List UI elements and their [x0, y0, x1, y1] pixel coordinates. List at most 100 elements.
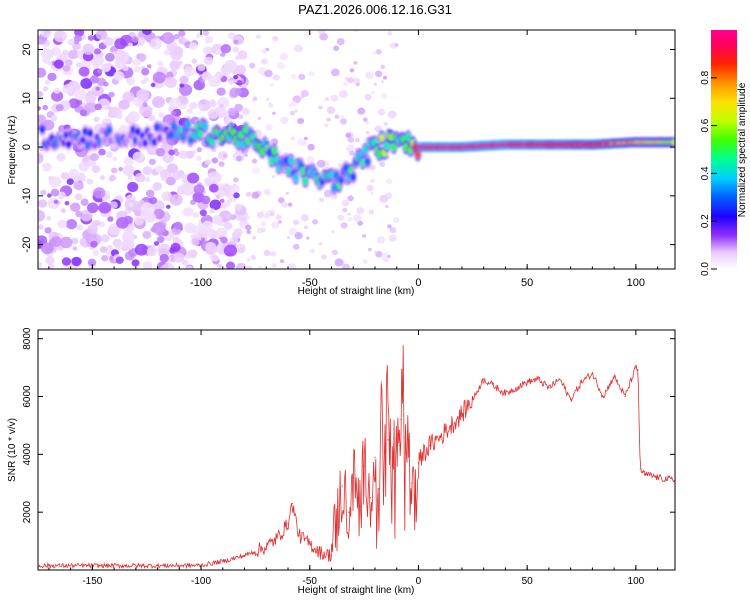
noise-blob	[62, 84, 74, 94]
noise-blob	[210, 254, 218, 262]
noise-blob	[272, 74, 280, 81]
noise-blob	[233, 39, 239, 45]
ridge-cell	[293, 173, 299, 182]
noise-blob	[123, 156, 134, 166]
noise-blob	[203, 46, 213, 55]
snr-point	[370, 497, 372, 499]
noise-blob	[82, 43, 95, 55]
noise-blob	[47, 263, 55, 269]
noise-blob	[339, 115, 344, 119]
noise-blob	[341, 199, 350, 207]
noise-blob	[205, 244, 217, 255]
noise-blob	[266, 97, 270, 101]
noise-blob	[141, 202, 154, 215]
noise-blob	[301, 214, 309, 222]
noise-blob	[92, 249, 100, 256]
noise-blob	[246, 258, 251, 262]
noise-blob	[166, 204, 171, 209]
noise-blob	[331, 230, 335, 234]
noise-blob	[306, 155, 315, 164]
snr-point	[417, 462, 420, 464]
noise-blob	[74, 34, 82, 43]
noise-blob	[276, 61, 285, 70]
noise-blob	[269, 212, 275, 217]
noise-blob	[107, 106, 112, 111]
noise-blob	[394, 43, 399, 47]
noise-blob	[356, 207, 365, 215]
noise-blob	[133, 58, 141, 66]
noise-blob	[42, 86, 49, 92]
noise-blob	[264, 69, 273, 78]
noise-blob	[387, 255, 391, 258]
noise-blob	[87, 161, 93, 166]
noise-blob	[218, 161, 225, 167]
noise-blob	[374, 70, 383, 78]
colorbar-label: Normalized spectral amplitude	[737, 82, 748, 217]
noise-blob	[389, 227, 397, 234]
snr-point	[396, 433, 398, 435]
ridge-cell	[364, 157, 371, 166]
noise-blob	[91, 165, 101, 174]
snr-point	[548, 387, 550, 389]
noise-blob	[182, 207, 194, 217]
noise-blob	[107, 216, 114, 222]
noise-blob	[181, 182, 192, 191]
noise-blob	[252, 235, 257, 240]
noise-blob	[215, 49, 223, 55]
noise-blob	[109, 174, 117, 182]
noise-blob	[357, 107, 366, 115]
noise-blob	[38, 67, 47, 78]
snr-point	[428, 445, 430, 447]
noise-blob	[84, 92, 97, 104]
noise-blob	[93, 187, 106, 199]
noise-blob	[257, 227, 264, 234]
noise-blob	[47, 193, 52, 198]
noise-blob	[76, 224, 84, 231]
snr-point	[635, 367, 637, 369]
noise-blob	[270, 83, 274, 87]
noise-blob	[178, 30, 186, 37]
noise-blob	[353, 30, 359, 33]
noise-blob	[296, 138, 306, 146]
noise-blob	[326, 106, 336, 114]
snr-point	[243, 554, 246, 557]
noise-blob	[368, 209, 375, 215]
noise-blob	[193, 184, 205, 195]
snr-series-line	[38, 344, 675, 570]
noise-blob	[61, 257, 71, 266]
snr-point	[641, 471, 644, 473]
noise-blob	[204, 159, 212, 166]
noise-blob	[216, 87, 226, 96]
noise-blob	[362, 234, 367, 238]
noise-blob	[365, 131, 370, 135]
noise-blob	[152, 96, 165, 108]
noise-blob	[375, 49, 382, 55]
noise-blob	[333, 45, 339, 51]
noise-blob	[53, 59, 64, 69]
noise-blob	[184, 66, 195, 77]
noise-blob	[384, 192, 393, 199]
noise-blob	[38, 114, 47, 125]
noise-blob	[44, 227, 52, 234]
noise-blob	[381, 80, 385, 83]
noise-blob	[290, 136, 295, 141]
noise-blob	[67, 38, 75, 46]
noise-blob	[68, 98, 80, 109]
noise-blob	[287, 263, 297, 269]
noise-blob	[103, 81, 109, 87]
noise-blob	[114, 241, 124, 250]
noise-blob	[278, 220, 282, 224]
ridge-cell	[39, 125, 46, 134]
noise-blob	[109, 201, 118, 210]
ridge-cell	[383, 141, 390, 150]
noise-blob	[291, 100, 298, 106]
noise-blob	[170, 242, 181, 252]
noise-blob	[192, 212, 200, 219]
noise-blob	[190, 234, 196, 239]
noise-blob	[71, 256, 82, 267]
noise-blob	[223, 222, 233, 230]
noise-blob	[385, 205, 389, 208]
noise-blob	[121, 231, 135, 243]
noise-blob	[209, 208, 216, 214]
noise-blob	[290, 110, 295, 116]
